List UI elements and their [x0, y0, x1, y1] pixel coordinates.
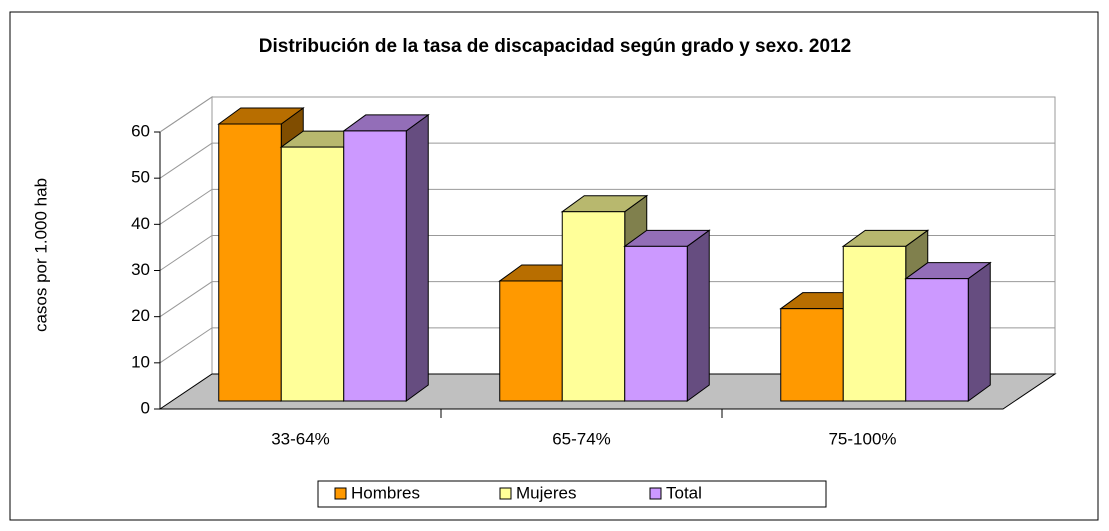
bar: [624, 245, 688, 402]
y-tick-label: 60: [131, 121, 150, 140]
bar: [218, 123, 282, 402]
legend-swatch: [649, 487, 662, 500]
bar-side: [405, 113, 429, 402]
y-tick-label: 50: [131, 168, 150, 187]
grid-line: [159, 281, 1055, 318]
bar: [905, 278, 969, 402]
y-tick-label: 10: [131, 352, 150, 371]
legend-swatch: [334, 487, 347, 500]
y-tick-label: 20: [131, 306, 150, 325]
chart-title: Distribución de la tasa de discapacidad …: [259, 36, 851, 57]
legend-label: Total: [666, 483, 702, 502]
bar: [343, 130, 407, 402]
legend-box: [317, 480, 827, 508]
bar: [499, 280, 563, 402]
grid-line: [159, 142, 1055, 179]
x-tick-label: 33-64%: [271, 429, 330, 448]
grid-line: [159, 235, 1055, 271]
y-axis-label: casos por 1.000 hab: [31, 178, 50, 332]
legend-label: Hombres: [351, 483, 420, 502]
bar-side: [967, 261, 991, 402]
y-tick-label: 40: [131, 214, 150, 233]
y-tick-label: 0: [141, 398, 150, 417]
bar-side: [686, 229, 710, 402]
x-tick-label: 65-74%: [552, 429, 611, 448]
x-tick-label: 75-100%: [828, 429, 896, 448]
bar: [780, 308, 844, 402]
bar: [561, 211, 626, 402]
grid-line: [159, 188, 1055, 225]
grid-line: [159, 96, 1055, 133]
y-tick-label: 30: [131, 260, 150, 279]
legend-swatch: [499, 487, 512, 500]
bar: [842, 245, 907, 402]
grid-line: [159, 327, 1055, 364]
legend-label: Mujeres: [516, 483, 576, 502]
bar: [280, 146, 345, 402]
